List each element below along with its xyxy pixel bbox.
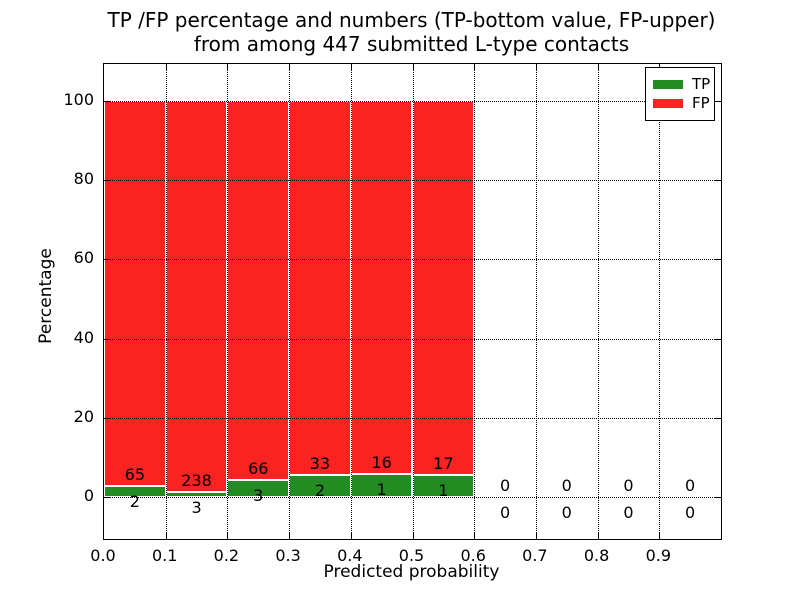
tp-count-label: 3 [253, 486, 264, 506]
y-tick-right [715, 100, 721, 102]
x-tick-label: 0.9 [645, 546, 672, 565]
fp-count-label: 65 [124, 464, 146, 484]
x-tick-bottom [474, 533, 476, 539]
tp-count-label: 0 [499, 503, 511, 523]
fp-bar-segment [227, 100, 290, 481]
legend-item-fp: FP [653, 94, 710, 112]
fp-count-label: 0 [561, 476, 572, 496]
fp-count-label: 66 [248, 459, 269, 479]
fp-bar-segment [350, 100, 413, 475]
tp-count-label: 2 [129, 491, 140, 511]
x-tick-bottom [535, 533, 537, 539]
fp-count-label: 33 [309, 453, 331, 473]
x-tick-bottom [165, 533, 167, 539]
x-tick-bottom [289, 533, 291, 539]
y-tick-label: 80 [73, 169, 94, 189]
y-tick-label: 100 [63, 89, 94, 109]
chart-title-line2: from among 447 submitted L-type contacts [193, 32, 630, 56]
x-tick-bottom [597, 533, 599, 539]
chart-title-line1: TP /FP percentage and numbers (TP-bottom… [107, 8, 716, 32]
y-tick-right [715, 418, 721, 420]
x-tick-bottom [350, 533, 352, 539]
x-tick-top [289, 64, 291, 70]
tp-count-label: 0 [623, 503, 634, 523]
x-tick-label: 0.0 [90, 546, 116, 565]
x-tick-bottom [412, 533, 414, 539]
x-tick-top [350, 64, 352, 70]
y-tick-left [104, 180, 110, 182]
x-gridline [474, 64, 476, 539]
x-tick-label: 0.2 [213, 546, 240, 565]
x-tick-label: 0.1 [151, 546, 178, 565]
x-gridline [412, 64, 414, 539]
x-tick-bottom [227, 533, 229, 539]
y-tick-right [715, 497, 721, 499]
tp-count-label: 0 [685, 503, 696, 523]
fp-count-label: 0 [685, 476, 696, 496]
y-tick-label: 0 [83, 486, 94, 506]
legend-item-tp: TP [653, 75, 711, 93]
x-tick-label: 0.4 [337, 546, 363, 565]
y-tick-left [104, 259, 110, 261]
tp-bar-segment [104, 485, 166, 498]
x-tick-top [165, 64, 167, 70]
x-tick-label: 0.8 [583, 546, 610, 565]
y-tick-label: 20 [73, 407, 94, 427]
fp-count-label: 16 [371, 453, 392, 473]
y-tick-left [104, 338, 110, 340]
x-tick-top [227, 64, 229, 70]
fp-bar-segment [104, 100, 166, 486]
fp-bar-segment [412, 100, 475, 476]
x-tick-label: 0.5 [398, 546, 425, 565]
x-tick-bottom [659, 533, 661, 539]
y-tick-left [104, 497, 110, 499]
fp-count-label: 0 [499, 476, 511, 496]
fp-legend-swatch-icon [653, 99, 683, 108]
y-tick-right [715, 259, 721, 261]
tp-count-label: 1 [376, 480, 387, 500]
fp-bar-segment [165, 100, 228, 493]
x-gridline [227, 64, 229, 539]
x-gridline [350, 64, 352, 539]
legend: TP FP [645, 67, 715, 121]
tp-count-label: 2 [314, 480, 326, 500]
x-tick-label: 0.3 [275, 546, 301, 565]
tp-count-label: 1 [438, 481, 449, 501]
y-tick-right [715, 180, 721, 182]
x-gridline [165, 64, 167, 539]
tp-count-label: 3 [191, 498, 202, 518]
x-axis-label: Predicted probability [323, 562, 500, 582]
y-tick-label: 40 [73, 327, 94, 347]
plot-area: TP FP 65 2 238 3 66 3 33 2 16 1 17 1 0 0 0 0 0 0 0 0 [103, 63, 722, 540]
y-tick-left [104, 418, 110, 420]
y-tick-left [104, 100, 110, 102]
x-gridline [659, 64, 661, 539]
x-tick-label: 0.6 [460, 546, 486, 565]
tp-count-label: 0 [561, 503, 572, 523]
fp-count-label: 17 [433, 454, 454, 474]
tp-legend-swatch-icon [653, 80, 683, 89]
x-tick-top [474, 64, 476, 70]
x-gridline [597, 64, 599, 539]
x-gridline [535, 64, 537, 539]
fp-count-label: 0 [623, 476, 634, 496]
x-tick-top [412, 64, 414, 70]
x-tick-top [597, 64, 599, 70]
x-tick-top [535, 64, 537, 70]
legend-label-fp: FP [692, 94, 710, 112]
legend-label-tp: TP [692, 75, 711, 93]
y-tick-right [715, 338, 721, 340]
x-gridline [289, 64, 291, 539]
fp-count-label: 238 [181, 471, 212, 491]
x-tick-label: 0.7 [522, 546, 548, 565]
y-tick-label: 60 [73, 248, 94, 268]
